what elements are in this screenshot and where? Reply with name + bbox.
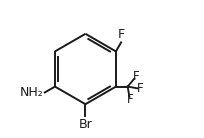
Text: NH₂: NH₂ xyxy=(19,86,43,99)
Text: F: F xyxy=(137,82,144,95)
Text: Br: Br xyxy=(79,118,92,131)
Text: F: F xyxy=(126,93,133,106)
Text: F: F xyxy=(118,28,125,41)
Text: F: F xyxy=(133,70,139,83)
